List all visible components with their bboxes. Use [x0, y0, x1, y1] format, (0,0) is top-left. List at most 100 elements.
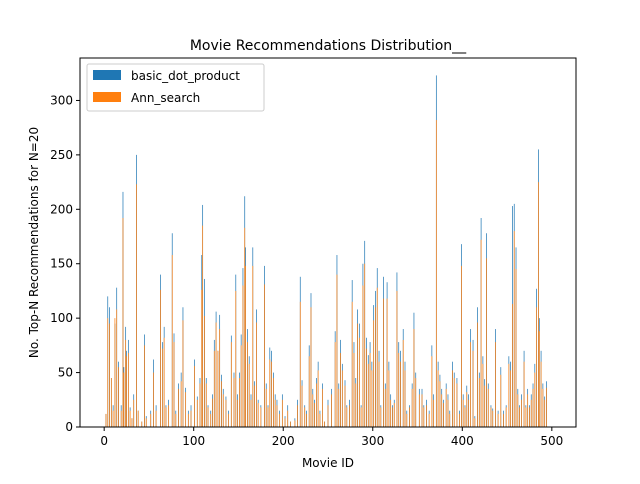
x-tick-label: 300 [361, 434, 384, 448]
plot-area [105, 75, 547, 428]
y-tick-label: 200 [50, 202, 73, 216]
bar [219, 329, 221, 427]
bar [230, 342, 232, 427]
bar [190, 410, 192, 427]
bar [235, 290, 237, 427]
bar [136, 184, 137, 427]
bar [131, 418, 133, 427]
bar [523, 361, 525, 427]
bar [447, 399, 449, 427]
bar [290, 421, 291, 427]
bar [273, 378, 274, 427]
bar [357, 323, 358, 427]
bar [269, 359, 271, 427]
bar [431, 356, 433, 427]
bar [468, 399, 469, 427]
bar [433, 399, 435, 427]
bar [240, 345, 242, 427]
bar [443, 403, 444, 427]
bar [358, 337, 360, 427]
bar [256, 322, 257, 427]
bar [392, 407, 393, 427]
bar [373, 320, 375, 427]
bar [437, 370, 439, 427]
bar [435, 120, 437, 427]
bar [519, 407, 520, 427]
bar [250, 399, 252, 427]
bar [247, 342, 248, 427]
bar [439, 381, 441, 427]
bar [122, 218, 124, 427]
bar [508, 363, 510, 427]
bar [530, 399, 532, 427]
bar [532, 388, 534, 427]
bar [461, 265, 462, 427]
bar [221, 381, 222, 427]
bar [202, 225, 204, 427]
bar [364, 263, 366, 427]
bar [271, 361, 272, 427]
bar [125, 339, 127, 427]
bar [452, 370, 453, 427]
bar [510, 370, 511, 427]
bar [155, 410, 157, 427]
y-tick-label: 250 [50, 148, 73, 162]
bar [222, 394, 224, 427]
bar [267, 407, 269, 427]
bar [441, 394, 443, 427]
bar [340, 352, 341, 427]
bar [145, 418, 147, 427]
bar [297, 405, 298, 427]
bar [505, 407, 507, 427]
bar [287, 410, 289, 427]
bar [294, 420, 296, 427]
bar [168, 405, 169, 427]
bar [369, 352, 371, 427]
bar [279, 413, 281, 427]
bar [187, 413, 189, 427]
bar [107, 318, 109, 427]
bar [319, 413, 321, 427]
y-tick-label: 0 [65, 420, 73, 434]
bar [322, 388, 323, 427]
y-axis-title: No. Top-N Recommendations for N=20 [27, 127, 41, 358]
bar [482, 363, 484, 427]
legend: basic_dot_product Ann_search [86, 63, 265, 112]
bar [418, 394, 420, 427]
bar [301, 385, 303, 427]
bar [346, 407, 348, 427]
bar [472, 350, 474, 427]
bar [244, 227, 246, 427]
bar [484, 385, 486, 427]
y-tick-label: 100 [50, 311, 73, 325]
bar [384, 388, 386, 427]
bar [378, 361, 380, 427]
chart-title: Movie Recommendations Distribution__ [190, 38, 467, 54]
x-tick-label: 0 [100, 434, 108, 448]
bar [314, 403, 315, 427]
bar [338, 388, 340, 427]
bar [242, 285, 244, 427]
bar [165, 407, 167, 427]
bar [426, 405, 427, 427]
bar [173, 342, 175, 427]
bar [474, 418, 476, 427]
bar [421, 394, 423, 427]
bar [312, 394, 314, 427]
bar [185, 392, 187, 427]
bar [351, 301, 353, 427]
bar [306, 413, 307, 427]
bar [466, 392, 468, 427]
y-axis-ticks: 0 50 100 150 200 250 300 [50, 93, 80, 434]
bar [276, 405, 278, 427]
bar [544, 399, 546, 427]
bar [160, 289, 161, 427]
bar [110, 378, 112, 427]
legend-label-basic-dot-product: basic_dot_product [131, 69, 240, 83]
bar [390, 399, 392, 427]
bar [260, 407, 262, 427]
bar [316, 383, 317, 427]
bar [210, 413, 212, 427]
bar [153, 372, 154, 427]
